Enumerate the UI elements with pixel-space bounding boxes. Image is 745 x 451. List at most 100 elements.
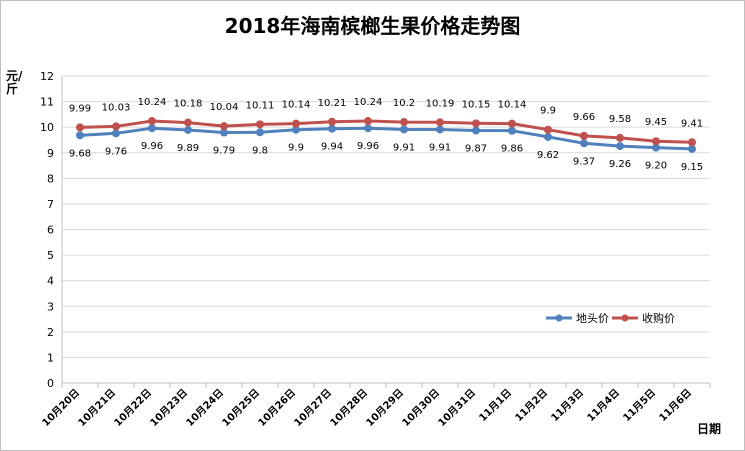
data-point bbox=[148, 124, 156, 133]
y-tick-label: 12 bbox=[40, 70, 54, 83]
y-tick-label: 4 bbox=[47, 275, 54, 288]
y-tick-label: 6 bbox=[47, 224, 54, 237]
data-point bbox=[364, 117, 372, 126]
legend-marker bbox=[555, 314, 563, 322]
x-tick-label: 10月29日 bbox=[364, 387, 406, 429]
data-point bbox=[76, 131, 84, 140]
x-tick-label: 11月1日 bbox=[477, 387, 514, 424]
data-point bbox=[148, 117, 156, 126]
y-tick-label: 2 bbox=[47, 326, 54, 339]
data-label: 10.24 bbox=[138, 97, 167, 108]
x-tick-label: 11月3日 bbox=[549, 387, 586, 424]
data-label: 10.24 bbox=[354, 97, 383, 108]
data-point bbox=[580, 139, 588, 148]
data-label: 9.79 bbox=[213, 146, 235, 157]
data-label: 10.04 bbox=[210, 102, 239, 113]
data-point bbox=[256, 128, 264, 137]
data-label: 9.9 bbox=[540, 106, 556, 117]
x-tick-label: 11月4日 bbox=[585, 387, 622, 424]
y-tick-label: 3 bbox=[47, 300, 54, 313]
data-label: 9.96 bbox=[141, 141, 163, 152]
x-tick-label: 10月23日 bbox=[148, 387, 190, 429]
data-label: 9.91 bbox=[393, 142, 415, 153]
data-point bbox=[688, 144, 696, 153]
x-tick-label: 10月24日 bbox=[184, 387, 226, 429]
data-label: 9.89 bbox=[177, 143, 199, 154]
x-tick-label: 11月6日 bbox=[657, 387, 694, 424]
series-line bbox=[79, 126, 693, 151]
y-tick-label: 1 bbox=[47, 351, 54, 364]
x-tick-label: 10月27日 bbox=[292, 387, 334, 429]
data-point bbox=[184, 118, 192, 127]
data-point bbox=[400, 118, 408, 127]
data-point bbox=[400, 125, 408, 134]
x-tick-label: 10月30日 bbox=[400, 387, 442, 429]
data-label: 10.15 bbox=[462, 99, 491, 110]
data-point bbox=[220, 122, 228, 131]
data-point bbox=[256, 120, 264, 129]
data-label: 9.45 bbox=[645, 117, 667, 128]
data-label: 9.58 bbox=[609, 114, 631, 125]
legend-marker bbox=[621, 314, 629, 322]
data-label: 9.37 bbox=[573, 156, 595, 167]
data-label: 9.68 bbox=[69, 148, 91, 159]
data-point bbox=[436, 118, 444, 127]
data-label: 9.9 bbox=[288, 143, 304, 154]
data-label: 10.11 bbox=[246, 100, 275, 111]
data-point bbox=[436, 125, 444, 134]
data-label: 10.21 bbox=[318, 98, 347, 109]
x-tick-label: 11月2日 bbox=[513, 387, 550, 424]
data-point bbox=[652, 137, 660, 146]
x-tick-label: 10月28日 bbox=[328, 387, 370, 429]
data-label: 10.19 bbox=[426, 98, 455, 109]
data-point bbox=[292, 119, 300, 128]
data-point bbox=[580, 131, 588, 140]
data-point bbox=[616, 133, 624, 142]
data-point bbox=[508, 126, 516, 135]
data-point bbox=[544, 125, 552, 134]
x-axis-label: 日期 bbox=[697, 422, 722, 436]
data-point bbox=[472, 119, 480, 128]
y-tick-label: 9 bbox=[47, 147, 54, 160]
data-point bbox=[328, 124, 336, 133]
x-tick-label: 10月22日 bbox=[112, 387, 154, 429]
data-label: 9.15 bbox=[681, 162, 703, 173]
y-tick-label: 0 bbox=[47, 377, 54, 390]
data-label: 9.66 bbox=[573, 112, 595, 123]
data-point bbox=[508, 119, 516, 128]
x-tick-label: 10月26日 bbox=[256, 387, 298, 429]
data-label: 9.8 bbox=[252, 145, 268, 156]
data-label: 10.14 bbox=[498, 100, 527, 111]
y-tick-label: 11 bbox=[40, 96, 54, 109]
data-point bbox=[364, 124, 372, 133]
data-point bbox=[112, 129, 120, 138]
data-point bbox=[688, 138, 696, 147]
y-tick-label: 7 bbox=[47, 198, 54, 211]
legend-label: 地头价 bbox=[576, 312, 609, 325]
data-label: 9.87 bbox=[465, 143, 487, 154]
x-tick-label: 10月21日 bbox=[76, 387, 118, 429]
y-tick-label: 5 bbox=[47, 249, 54, 262]
data-point bbox=[544, 132, 552, 141]
y-tick-label: 8 bbox=[47, 172, 54, 185]
data-point bbox=[184, 125, 192, 134]
data-label: 10.18 bbox=[174, 99, 203, 110]
data-point bbox=[112, 122, 120, 131]
data-label: 9.91 bbox=[429, 142, 451, 153]
x-tick-label: 10月20日 bbox=[40, 387, 82, 429]
data-label: 10.03 bbox=[102, 102, 131, 113]
data-label: 10.14 bbox=[282, 100, 311, 111]
data-label: 9.26 bbox=[609, 159, 631, 170]
x-tick-label: 10月31日 bbox=[436, 387, 478, 429]
chart-title: 2018年海南槟榔生果价格走势图 bbox=[224, 14, 521, 38]
data-label: 9.62 bbox=[537, 150, 559, 161]
x-tick-label: 10月25日 bbox=[220, 387, 262, 429]
data-point bbox=[616, 142, 624, 151]
data-label: 9.20 bbox=[645, 161, 667, 172]
legend-label: 收购价 bbox=[642, 311, 675, 325]
data-point bbox=[472, 126, 480, 135]
data-label: 9.99 bbox=[69, 103, 91, 114]
series-line bbox=[79, 119, 693, 144]
